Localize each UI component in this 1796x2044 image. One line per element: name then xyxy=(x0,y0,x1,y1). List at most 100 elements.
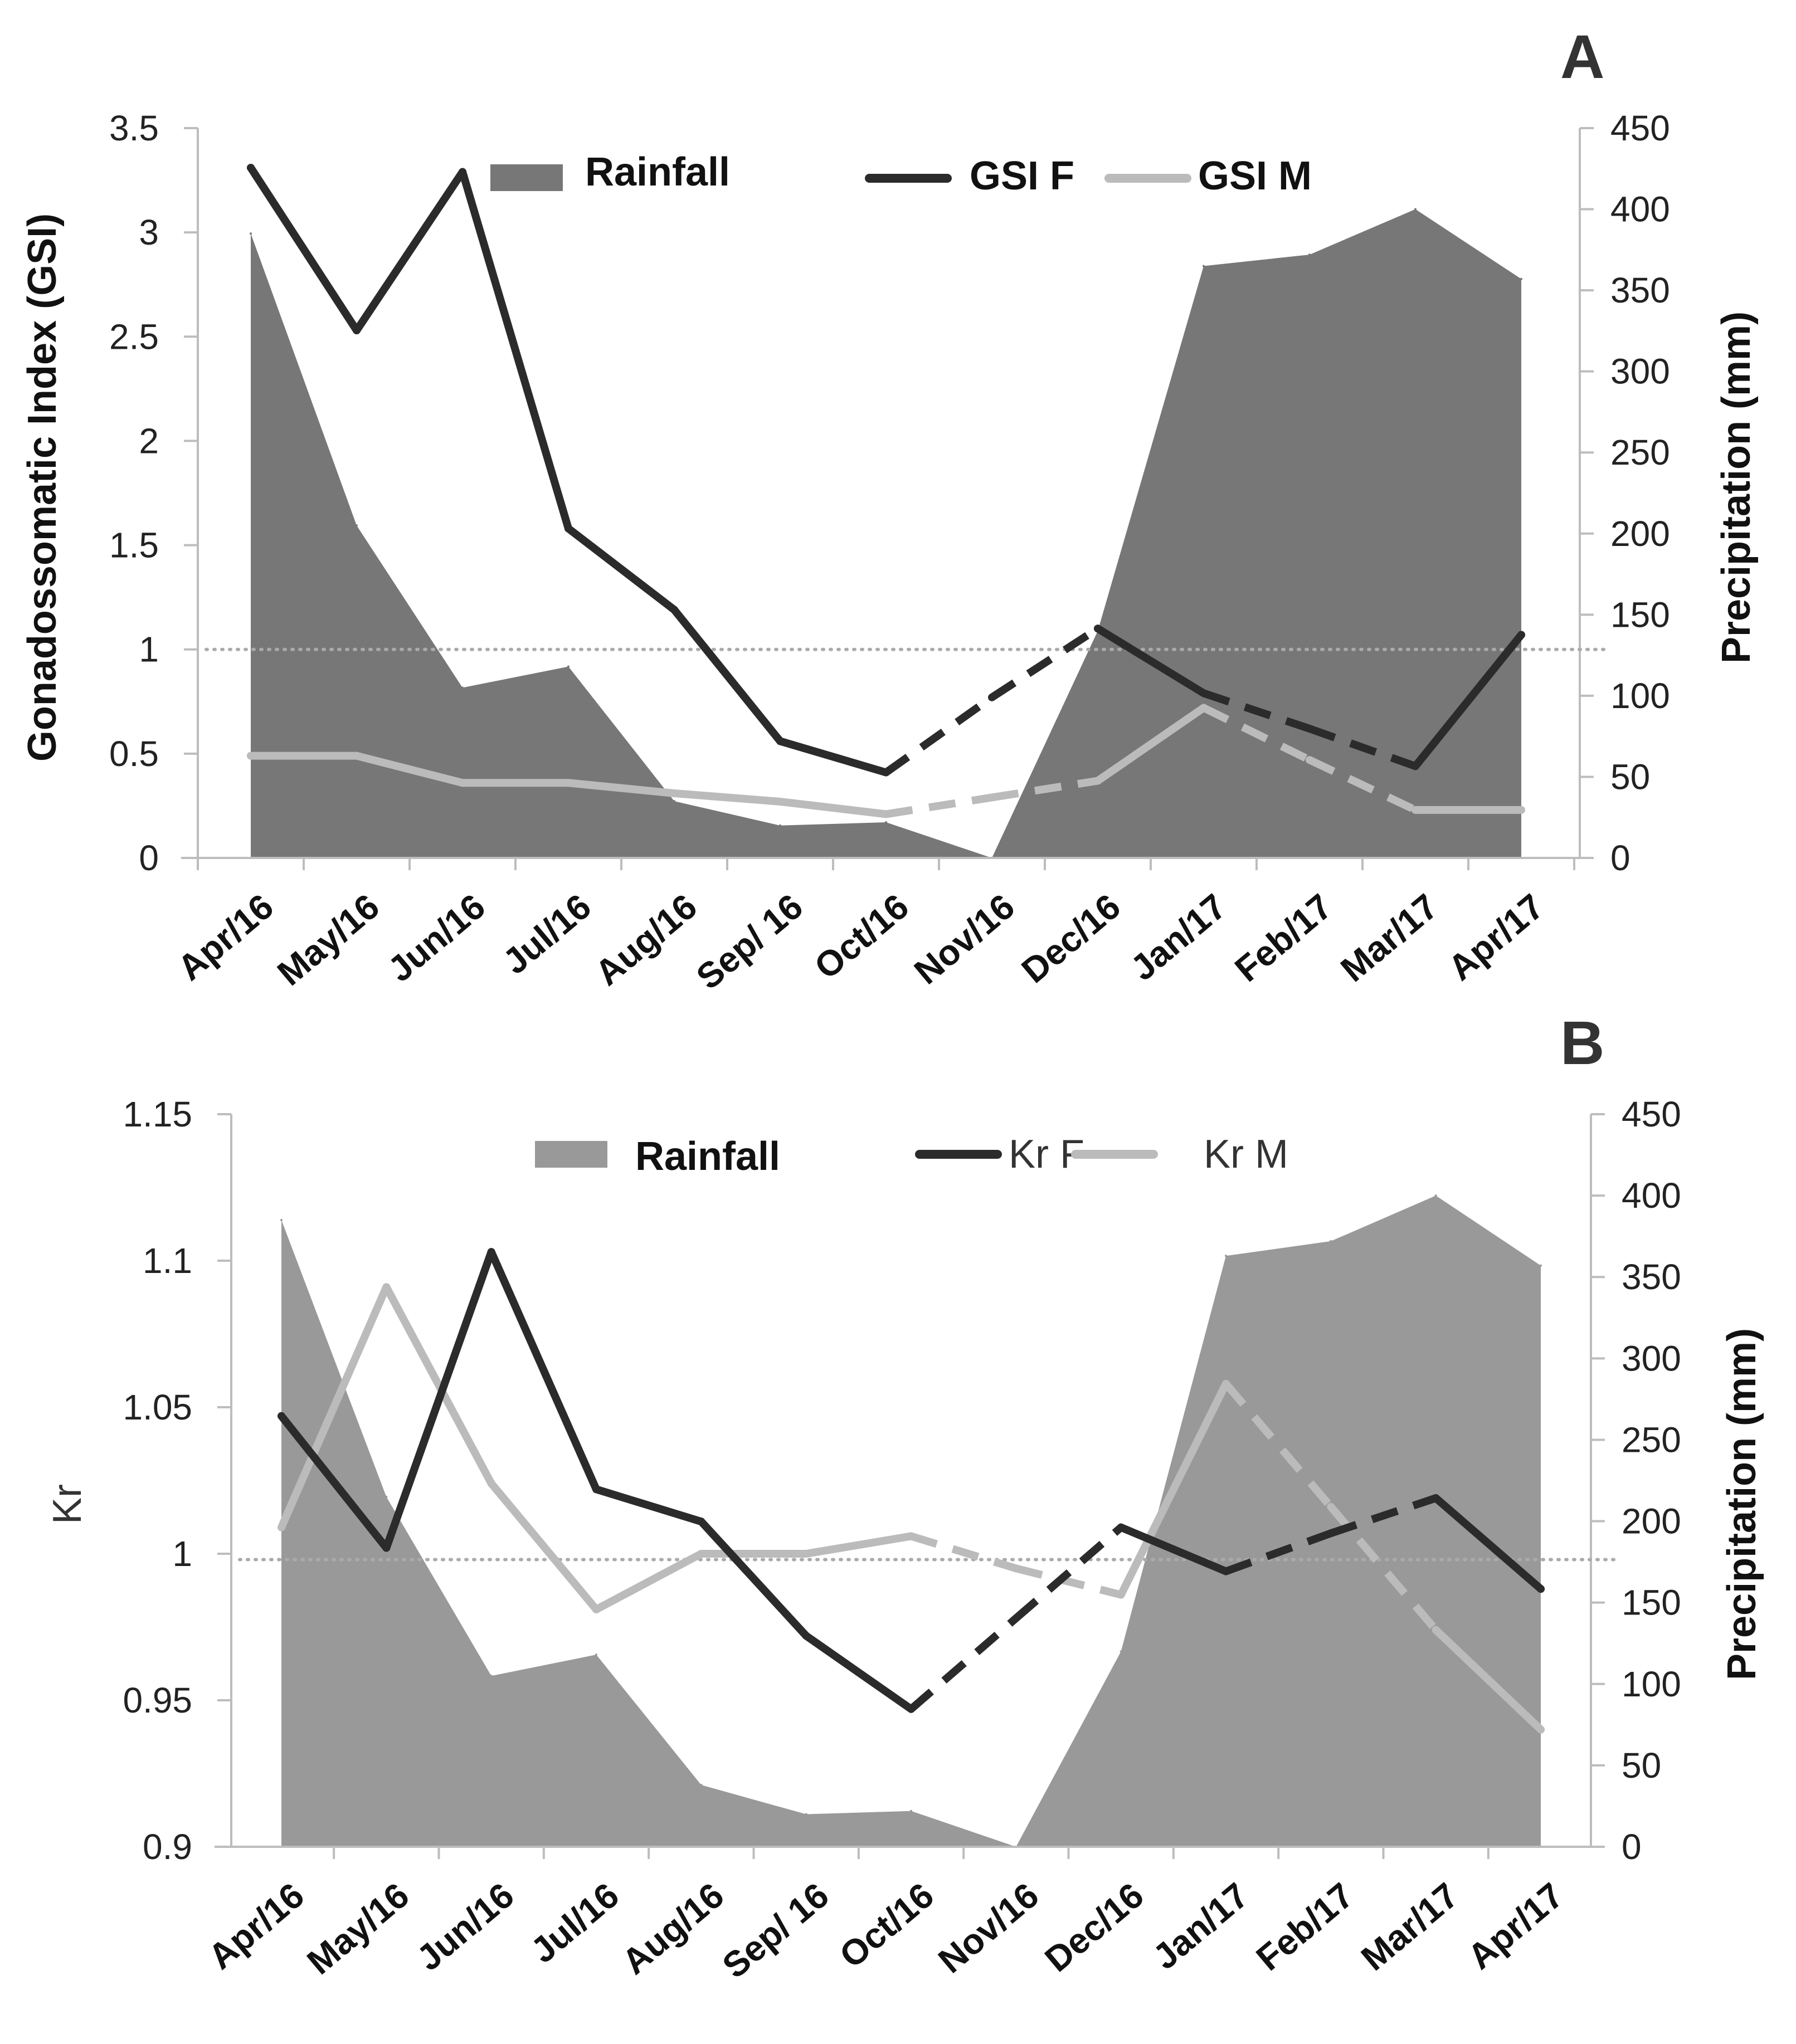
right-tick-label: 350 xyxy=(1610,270,1670,310)
right-tick-label: 200 xyxy=(1622,1501,1681,1541)
x-tick-label: Apr/16 xyxy=(201,1875,311,1977)
kr-m-point xyxy=(697,1550,705,1558)
gsi-m-segment xyxy=(670,789,784,806)
gsi-f-segment xyxy=(1094,625,1208,697)
gsi-f-point xyxy=(1200,689,1208,697)
gsi-m-segment xyxy=(776,797,890,818)
gsi-m-point xyxy=(1306,756,1313,764)
rainfall-area xyxy=(251,209,1521,858)
kr-m-point xyxy=(382,1283,391,1291)
kr-f-segment xyxy=(697,1518,810,1640)
left-tick-label: 1.1 xyxy=(143,1241,192,1281)
gsi-m-point xyxy=(988,793,996,802)
rainfall-point xyxy=(1225,1255,1227,1257)
right-tick-label: 400 xyxy=(1610,189,1670,230)
left-tick-label: 2 xyxy=(139,421,159,461)
kr-f-point xyxy=(592,1485,600,1494)
x-tick-label: Nov/16 xyxy=(907,886,1022,992)
kr-f-point xyxy=(382,1544,391,1552)
kr-f-point xyxy=(278,1412,285,1420)
right-tick-label: 400 xyxy=(1622,1175,1681,1216)
rainfall-point xyxy=(1540,1264,1542,1267)
kr-m-segment xyxy=(382,1283,495,1487)
kr-f-point xyxy=(1432,1494,1440,1502)
left-axis-title-a: Gonadossomatic Index (GSI) xyxy=(20,213,65,762)
right-tick-label: 450 xyxy=(1622,1094,1681,1134)
left-tick-label: 1 xyxy=(139,630,159,670)
gsi-f-point xyxy=(1412,762,1419,770)
x-tick-label: Apr/17 xyxy=(1440,886,1551,988)
kr-f-segment xyxy=(1224,1529,1332,1575)
x-tick-label: Apr/16 xyxy=(170,886,281,988)
x-tick-label: Sep/ 16 xyxy=(689,886,810,997)
legend-label-rainfall: Rainfall xyxy=(585,150,730,194)
gsi-m-point xyxy=(353,752,361,760)
gsi-f-segment xyxy=(247,164,361,335)
area-layer xyxy=(250,208,1522,859)
gsi-f-point xyxy=(353,326,361,335)
gsi-m-point xyxy=(882,810,890,818)
left-tick-label: 0.5 xyxy=(109,734,159,774)
gsi-m-point xyxy=(564,779,572,787)
gsi-f-point xyxy=(1517,631,1525,639)
gsi-m-segment xyxy=(991,777,1099,802)
legend-b: Rainfall Kr F Kr M xyxy=(535,1132,1288,1179)
kr-m-point xyxy=(907,1532,915,1540)
x-tick-label: Jun/16 xyxy=(380,886,493,989)
gsi-f-point xyxy=(564,524,572,533)
panel-letter-b: B xyxy=(1560,1009,1604,1077)
right-tick-label: 50 xyxy=(1622,1745,1661,1786)
kr-f-segment xyxy=(908,1615,1019,1713)
gsi-m-point xyxy=(1200,704,1208,712)
x-tick-label: Feb/17 xyxy=(1249,1875,1361,1978)
rainfall-point xyxy=(673,800,675,803)
x-tick-label: May/16 xyxy=(300,1875,417,1982)
kr-m-segment xyxy=(1015,1564,1122,1599)
x-tick-label: Feb/17 xyxy=(1227,886,1340,989)
right-tick-label: 300 xyxy=(1622,1338,1681,1378)
gsi-f-segment xyxy=(883,694,995,776)
x-tick-label: Aug/16 xyxy=(615,1875,732,1982)
kr-f-segment xyxy=(802,1632,915,1713)
kr-m-point xyxy=(592,1605,600,1613)
x-tick-label: Oct/16 xyxy=(832,1875,941,1976)
kr-m-point xyxy=(278,1523,285,1531)
gsi-m-segment xyxy=(1094,704,1208,785)
x-tick-label: Dec/16 xyxy=(1014,886,1128,991)
x-tick-label: Apr/17 xyxy=(1460,1875,1571,1977)
kr-f-segment xyxy=(487,1248,600,1494)
right-tick-label: 250 xyxy=(1622,1419,1681,1460)
gsi-f-point xyxy=(459,168,466,176)
gsi-f-point xyxy=(247,164,255,172)
legend-label-gsi-f: GSI F xyxy=(970,154,1074,198)
left-tick-label: 1 xyxy=(172,1534,192,1574)
right-tick-label: 200 xyxy=(1610,514,1670,554)
right-tick-label: 100 xyxy=(1610,676,1670,716)
right-axis-title-a: Precipitation (mm) xyxy=(1714,311,1759,664)
rainfall-point xyxy=(280,1218,283,1221)
gsi-f-segment xyxy=(459,168,572,533)
rainfall-point xyxy=(1308,253,1311,256)
gsi-m-point xyxy=(670,789,678,797)
kr-m-segment xyxy=(1328,1504,1439,1633)
kr-f-point xyxy=(1537,1585,1545,1593)
right-tick-label: 450 xyxy=(1610,108,1670,148)
gsi-m-segment xyxy=(353,752,466,787)
gsi-f-segment xyxy=(353,168,466,335)
x-tick-label: Mar/17 xyxy=(1333,886,1445,990)
legend-swatch-rainfall xyxy=(535,1141,607,1168)
gsi-f-point xyxy=(1306,724,1313,733)
rainfall-point xyxy=(700,1783,703,1786)
kr-f-point xyxy=(1012,1614,1020,1622)
x-tick-label: Jan/17 xyxy=(1145,1875,1256,1977)
gsi-m-segment xyxy=(1201,704,1312,764)
rainfall-point xyxy=(356,524,358,527)
left-tick-label: 0 xyxy=(139,838,159,878)
right-tick-label: 350 xyxy=(1622,1257,1681,1297)
gsi-f-segment xyxy=(776,737,890,777)
kr-m-point xyxy=(487,1479,495,1487)
kr-m-point xyxy=(1222,1379,1230,1388)
kr-f-segment xyxy=(382,1248,495,1552)
x-tick-label: Jul/16 xyxy=(523,1875,626,1971)
